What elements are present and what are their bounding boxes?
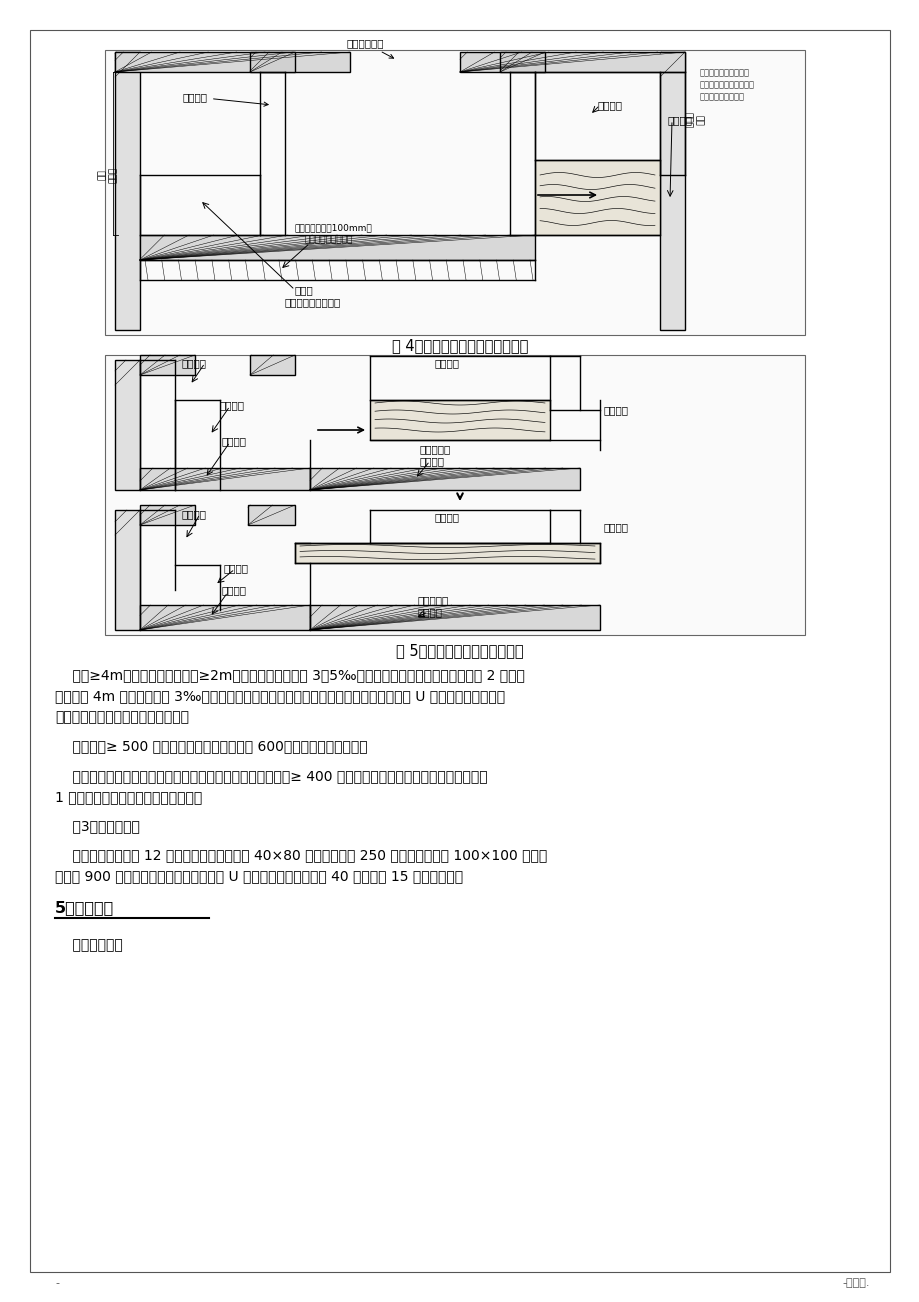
- Bar: [115, 359, 140, 490]
- Bar: [659, 52, 685, 329]
- Text: 次梁侧模: 次梁侧模: [435, 512, 460, 522]
- Bar: [499, 52, 544, 72]
- Text: 1 米设置梁底顶杆，以防止梁底下沉，: 1 米设置梁底顶杆，以防止梁底下沉，: [55, 790, 202, 803]
- Text: 主梁
一板厚: 主梁 一板厚: [683, 112, 702, 128]
- Text: 5、模板安装: 5、模板安装: [55, 901, 114, 915]
- Text: 塔头模上口: 塔头模上口: [417, 595, 448, 605]
- Bar: [140, 355, 195, 375]
- Bar: [115, 52, 349, 72]
- Text: 所加龙骨: 所加龙骨: [417, 607, 443, 617]
- Text: 次梁底模: 次梁底模: [667, 115, 692, 125]
- Text: 主梁底模: 主梁底模: [221, 436, 246, 447]
- Bar: [295, 543, 599, 562]
- Text: 主梁侧模: 主梁侧模: [182, 358, 207, 368]
- Text: （3）、楼梯模板: （3）、楼梯模板: [55, 819, 140, 833]
- Text: 边一个板厚的距离，如更: 边一个板厚的距离，如更: [699, 79, 754, 89]
- Text: 次梁
一板厚: 次梁 一板厚: [98, 167, 118, 184]
- Text: 图 5：主、次梁接头配模示意图: 图 5：主、次梁接头配模示意图: [396, 643, 523, 658]
- Text: 当次梁高差大于100mm时: 当次梁高差大于100mm时: [295, 223, 372, 232]
- Text: 主梁侧模: 主梁侧模: [182, 509, 207, 519]
- Bar: [105, 49, 804, 335]
- Bar: [535, 160, 659, 234]
- Text: 所有梁高≥ 500 的必须设置穿墙螺杆，间距 600，以保持梁的稳定性。: 所有梁高≥ 500 的必须设置穿墙螺杆，间距 600，以保持梁的稳定性。: [55, 740, 368, 754]
- Bar: [310, 467, 579, 490]
- Text: 楼梯底板模板采用 12 ㎜厚多层板，次龙骨用 40×80 木方，间距为 250 ㎜，主龙骨采用 100×100 木方，: 楼梯底板模板采用 12 ㎜厚多层板，次龙骨用 40×80 木方，间距为 250 …: [55, 849, 547, 863]
- Text: 涌头模板: 涌头模板: [223, 562, 249, 573]
- Bar: [310, 605, 599, 630]
- Text: 塔头模板: 塔头模板: [220, 400, 244, 410]
- Text: 塔头模: 塔头模: [295, 285, 313, 296]
- Text: 所有梁底的托管与立杆连接时必须使用双十字卡，所有梁高≥ 400 的梁待支设完完毕后，从框架柱边起间距: 所有梁底的托管与立杆连接时必须使用双十字卡，所有梁高≥ 400 的梁待支设完完毕…: [55, 768, 487, 783]
- Bar: [140, 505, 195, 525]
- Text: 次梁底模: 次梁底模: [604, 522, 629, 533]
- Text: -可修编.: -可修编.: [842, 1279, 869, 1288]
- Text: 墙体模板安装: 墙体模板安装: [55, 939, 122, 953]
- Text: 当过门龙骨超出斜压板: 当过门龙骨超出斜压板: [699, 68, 749, 77]
- Text: 高度等于主次梁高差: 高度等于主次梁高差: [285, 297, 341, 307]
- Bar: [140, 467, 310, 490]
- Bar: [140, 234, 535, 260]
- Text: 主梁侧模龙骨: 主梁侧模龙骨: [346, 38, 393, 59]
- Text: 所加龙骨: 所加龙骨: [420, 456, 445, 466]
- Text: 跨度≥4m的框架梁，悬挑长度≥2m的构件，按全跨长度 3～5‰进行梁底模起拱，悬挑梁且不小于 2 厘米；: 跨度≥4m的框架梁，悬挑长度≥2m的构件，按全跨长度 3～5‰进行梁底模起拱，悬…: [55, 668, 525, 682]
- Bar: [250, 355, 295, 375]
- Bar: [248, 505, 295, 525]
- Bar: [115, 510, 140, 630]
- Bar: [250, 52, 295, 72]
- Text: 图 4：梁底存在高差时配模示意图: 图 4：梁底存在高差时配模示意图: [391, 339, 528, 353]
- Bar: [460, 52, 685, 72]
- Text: 次梁侧模: 次梁侧模: [597, 100, 622, 109]
- Bar: [140, 605, 310, 630]
- Text: 塔头模上口所加龙骨: 塔头模上口所加龙骨: [305, 234, 353, 243]
- Text: 塔头模上口: 塔头模上口: [420, 444, 450, 454]
- Bar: [115, 52, 140, 329]
- Text: 跨度大于 4m 的板，跨中按 3‰进行起拱，起拱从支模开始时进行（通过增加木楔和可调 U 托调整底模各部位标: 跨度大于 4m 的板，跨中按 3‰进行起拱，起拱从支模开始时进行（通过增加木楔和…: [55, 689, 505, 703]
- Text: 次梁底模: 次梁底模: [604, 405, 629, 415]
- Text: -: -: [55, 1279, 59, 1288]
- Text: 高），而后将侧模和底模连成整体。: 高），而后将侧模和底模连成整体。: [55, 710, 188, 724]
- Text: 主梁侧模: 主梁侧模: [183, 92, 267, 107]
- Text: 间距为 900 ㎜，支撑为脚手架体系，配合 U 托。楼梯侧面模板采用 40 厚方木衬 15 ㎜厚多层板。: 间距为 900 ㎜，支撑为脚手架体系，配合 U 托。楼梯侧面模板采用 40 厚方…: [55, 870, 462, 884]
- Text: 次梁侧模: 次梁侧模: [435, 358, 460, 368]
- Text: 偏板应调各品型模状: 偏板应调各品型模状: [699, 92, 744, 102]
- Bar: [369, 400, 550, 440]
- Text: 主梁底模: 主梁底模: [221, 585, 246, 595]
- Bar: [105, 355, 804, 635]
